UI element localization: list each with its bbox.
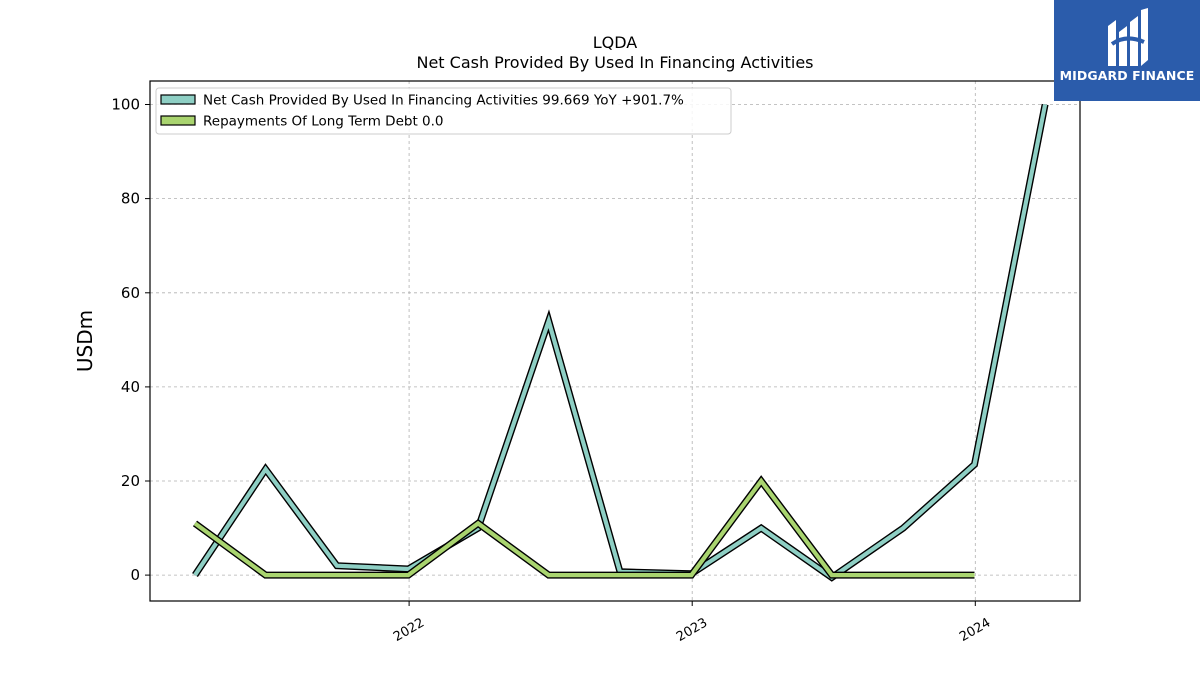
y-tick-label: 0 xyxy=(130,566,140,584)
y-tick-label: 20 xyxy=(121,472,140,490)
y-axis-label: USDm xyxy=(73,310,97,372)
series-layer xyxy=(192,103,1049,582)
midgard-logo-icon xyxy=(1108,8,1148,66)
plot-frame xyxy=(149,80,1081,602)
y-tick-label: 60 xyxy=(121,284,140,302)
chart-subtitle: Net Cash Provided By Used In Financing A… xyxy=(416,53,813,72)
legend-swatch-repayments xyxy=(160,115,196,126)
x-tick-label: 2023 xyxy=(674,615,710,645)
legend-swatch-net-cash xyxy=(160,94,196,105)
series-0-line xyxy=(193,104,1048,581)
legend-label-repayments: Repayments Of Long Term Debt 0.0 xyxy=(203,114,444,130)
legend-label-net-cash: Net Cash Provided By Used In Financing A… xyxy=(203,93,684,109)
midgard-finance-logo: MIDGARD FINANCE xyxy=(1054,0,1200,101)
x-tick-label: 2022 xyxy=(391,615,427,645)
series-0-outline xyxy=(192,103,1049,582)
y-tick-label: 40 xyxy=(121,378,140,396)
grid xyxy=(150,81,1080,601)
x-tick-label: 2024 xyxy=(957,615,993,645)
logo-text: MIDGARD FINANCE xyxy=(1059,68,1195,83)
chart-title: LQDA xyxy=(593,33,638,52)
legend-frame xyxy=(155,87,732,135)
y-tick-label: 80 xyxy=(121,190,140,208)
y-tick-label: 100 xyxy=(111,96,140,114)
legend: Net Cash Provided By Used In Financing A… xyxy=(155,87,732,135)
series-1-line xyxy=(193,477,975,578)
